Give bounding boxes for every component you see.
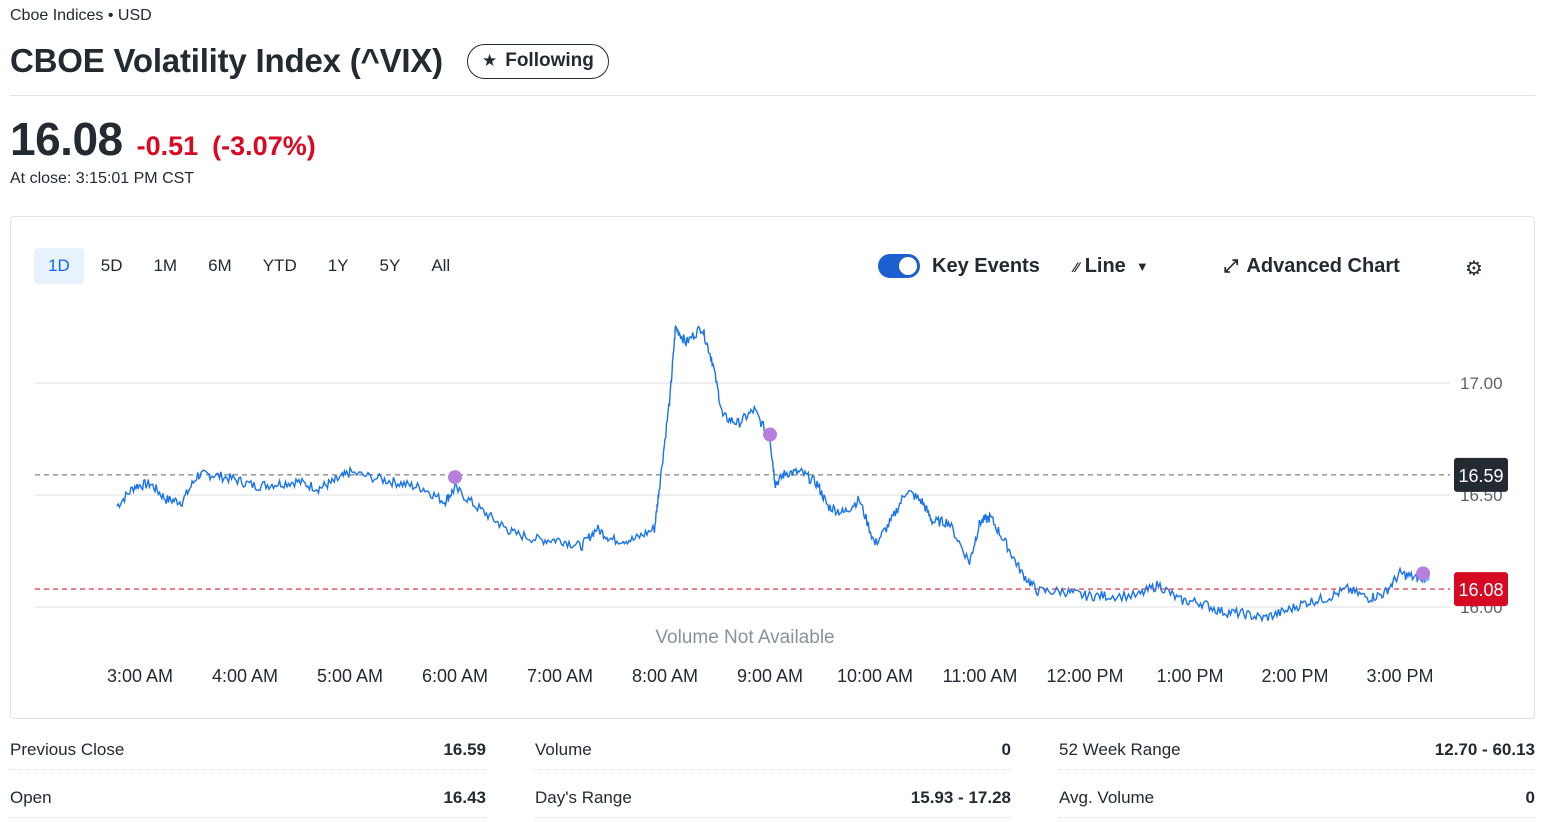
page-title: CBOE Volatility Index (^VIX)	[10, 42, 443, 79]
advanced-chart-button[interactable]: ⤢ Advanced Chart	[1224, 255, 1400, 278]
stat-label: Open	[10, 787, 52, 807]
stat-label: Volume	[535, 739, 592, 759]
stat-label: Previous Close	[10, 739, 125, 759]
x-tick-label: 2:00 PM	[1261, 666, 1328, 686]
key-event-marker[interactable]	[1416, 566, 1431, 581]
stat-value: 15.93 - 17.28	[910, 787, 1011, 807]
range-tab-5d[interactable]: 5D	[100, 256, 123, 275]
volume-not-available: Volume Not Available	[655, 627, 834, 648]
stat-value: 16.59	[443, 739, 486, 759]
x-tick-label: 3:00 AM	[107, 666, 173, 686]
stat-label: Avg. Volume	[1059, 787, 1155, 807]
range-tab-1d[interactable]: 1D	[34, 248, 84, 284]
range-tab-1y[interactable]: 1Y	[327, 256, 349, 275]
stat-previous-close: Previous Close 16.59	[10, 730, 486, 770]
range-tab-6m[interactable]: 6M	[208, 256, 232, 275]
price-change-percent: (-3.07%)	[212, 131, 316, 161]
price-line	[116, 324, 1427, 623]
x-tick-label: 4:00 AM	[212, 666, 278, 686]
stat-value: 0	[1001, 739, 1011, 759]
previous-close-tag-bg	[1454, 457, 1508, 492]
x-tick-label: 6:00 AM	[422, 666, 488, 686]
x-tick-label: 1:00 PM	[1156, 666, 1223, 686]
x-tick-label: 9:00 AM	[737, 666, 803, 686]
x-tick-label: 10:00 AM	[837, 666, 913, 686]
key-event-marker[interactable]	[448, 470, 462, 485]
y-tick-label: 17.00	[1460, 374, 1503, 393]
key-events-label: Key Events	[932, 254, 1040, 277]
stat-label: 52 Week Range	[1059, 739, 1181, 759]
stat-value: 0	[1525, 787, 1535, 807]
chart-type-label: Line	[1084, 255, 1126, 277]
x-tick-label: 12:00 PM	[1046, 666, 1123, 686]
stat-volume: Volume 0	[535, 730, 1011, 770]
price-row: 16.08 -0.51 (-3.07%)	[10, 112, 316, 166]
stat-label: Day's Range	[535, 787, 632, 807]
range-tab-ytd[interactable]: YTD	[262, 256, 297, 275]
range-tab-all[interactable]: All	[431, 256, 451, 275]
previous-close-tag-text: 16.59	[1458, 466, 1503, 486]
stat-open: Open 16.43	[10, 778, 486, 818]
stat-value: 16.43	[443, 787, 486, 807]
header-divider	[10, 95, 1535, 96]
x-tick-label: 5:00 AM	[317, 666, 383, 686]
current-price-tag-text: 16.08	[1458, 580, 1503, 600]
chart-card	[10, 216, 1535, 719]
line-chart-icon: ⁄⁄	[1074, 258, 1079, 275]
exchange-label: Cboe Indices • USD	[10, 7, 152, 24]
stat-52-week-range: 52 Week Range 12.70 - 60.13	[1059, 730, 1535, 770]
chart-type-select[interactable]: ⁄⁄ Line ▼	[1074, 255, 1149, 278]
current-price-tag: 16.08	[1454, 572, 1508, 607]
key-events-toggle-wrap: Key Events	[878, 254, 1040, 278]
star-icon: ★	[481, 51, 498, 70]
chevron-down-icon: ▼	[1135, 259, 1149, 274]
following-button[interactable]: ★ Following	[466, 43, 609, 79]
range-tab-1m[interactable]: 1M	[153, 256, 178, 275]
x-tick-label: 3:00 PM	[1366, 666, 1433, 686]
toggle-knob	[899, 257, 917, 275]
current-price-tag-bg	[1454, 572, 1508, 607]
range-tab-5y[interactable]: 5Y	[379, 256, 401, 275]
close-time: At close: 3:15:01 PM CST	[10, 170, 195, 187]
x-tick-label: 8:00 AM	[632, 666, 698, 686]
x-tick-label: 11:00 AM	[943, 666, 1018, 686]
stat-value: 12.70 - 60.13	[1434, 739, 1535, 759]
gear-icon[interactable]: ⚙	[1465, 258, 1483, 280]
expand-icon: ⤢	[1224, 256, 1239, 276]
following-label: Following	[505, 50, 594, 71]
stat-days-range: Day's Range 15.93 - 17.28	[535, 778, 1011, 818]
key-event-marker[interactable]	[763, 427, 777, 442]
previous-close-tag: 16.59	[1454, 457, 1508, 492]
range-tabs: 1D 5D 1M 6M YTD 1Y 5Y All	[34, 248, 467, 284]
current-price: 16.08	[10, 113, 123, 165]
advanced-chart-label: Advanced Chart	[1246, 255, 1400, 277]
title-row: CBOE Volatility Index (^VIX) ★ Following	[10, 42, 609, 80]
price-change: -0.51	[136, 131, 199, 161]
x-tick-label: 7:00 AM	[527, 666, 593, 686]
stat-avg-volume: Avg. Volume 0	[1059, 778, 1535, 818]
key-events-toggle[interactable]	[878, 254, 920, 278]
